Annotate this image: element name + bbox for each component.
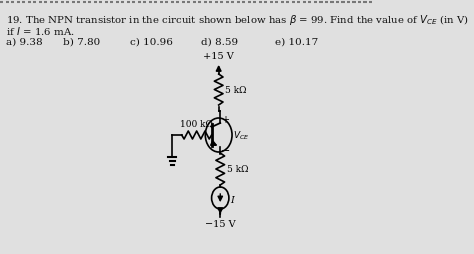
Text: a) 9.38: a) 9.38 [6,38,42,47]
Text: −: − [221,146,230,155]
Text: 5 kΩ: 5 kΩ [225,86,246,95]
Text: +: + [221,115,229,124]
Text: 100 kΩ: 100 kΩ [180,120,213,129]
Text: +15 V: +15 V [203,52,234,61]
Text: $V_{CE}$: $V_{CE}$ [233,129,249,142]
Text: I: I [230,196,234,205]
Text: 5 kΩ: 5 kΩ [227,165,248,174]
Text: e) 10.17: e) 10.17 [275,38,319,47]
Text: c) 10.96: c) 10.96 [130,38,173,47]
Text: 19. The NPN transistor in the circuit shown below has $\beta$ = 99. Find the val: 19. The NPN transistor in the circuit sh… [6,13,469,27]
Text: b) 7.80: b) 7.80 [63,38,100,47]
Text: −15 V: −15 V [205,219,236,228]
Text: if $I$ = 1.6 mA.: if $I$ = 1.6 mA. [6,25,74,37]
Text: d) 8.59: d) 8.59 [201,38,237,47]
